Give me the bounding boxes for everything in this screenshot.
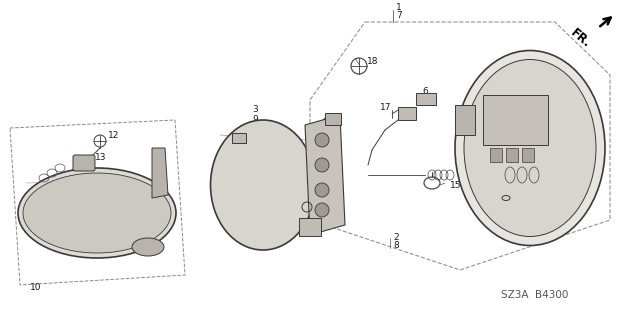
FancyBboxPatch shape: [522, 148, 534, 162]
Circle shape: [315, 183, 329, 197]
Text: 4: 4: [313, 219, 319, 228]
Text: 12: 12: [108, 131, 120, 140]
Text: 6: 6: [422, 86, 428, 95]
Text: 14: 14: [155, 153, 166, 162]
FancyBboxPatch shape: [299, 218, 321, 236]
Text: 5: 5: [313, 227, 319, 236]
FancyBboxPatch shape: [325, 113, 341, 125]
FancyBboxPatch shape: [490, 148, 502, 162]
Ellipse shape: [132, 238, 164, 256]
Text: 16▬: 16▬: [511, 179, 531, 188]
Text: 1: 1: [396, 4, 402, 12]
Ellipse shape: [18, 168, 176, 258]
FancyBboxPatch shape: [506, 148, 518, 162]
FancyBboxPatch shape: [416, 93, 436, 105]
Text: 17: 17: [380, 103, 392, 113]
Text: 7: 7: [396, 11, 402, 19]
Polygon shape: [305, 115, 345, 235]
Ellipse shape: [464, 60, 596, 236]
Text: 3: 3: [252, 106, 258, 115]
Text: 17: 17: [296, 202, 307, 211]
Text: 8: 8: [393, 241, 399, 250]
Text: 11: 11: [133, 244, 145, 254]
Circle shape: [315, 133, 329, 147]
FancyBboxPatch shape: [455, 105, 475, 135]
Text: 13: 13: [95, 153, 106, 162]
FancyBboxPatch shape: [398, 107, 416, 120]
Circle shape: [315, 203, 329, 217]
Polygon shape: [152, 148, 168, 198]
FancyBboxPatch shape: [232, 133, 246, 143]
Text: 2: 2: [393, 233, 399, 241]
Ellipse shape: [211, 120, 316, 250]
Ellipse shape: [455, 50, 605, 246]
FancyBboxPatch shape: [483, 95, 548, 145]
Text: 18: 18: [367, 57, 378, 66]
FancyBboxPatch shape: [73, 155, 95, 171]
Ellipse shape: [23, 173, 171, 253]
Text: 9: 9: [252, 115, 258, 123]
Circle shape: [315, 158, 329, 172]
Text: 15: 15: [450, 182, 461, 190]
Text: 10: 10: [30, 284, 42, 293]
Text: FR.: FR.: [568, 26, 593, 50]
Text: SZ3A  B4300: SZ3A B4300: [501, 290, 569, 300]
